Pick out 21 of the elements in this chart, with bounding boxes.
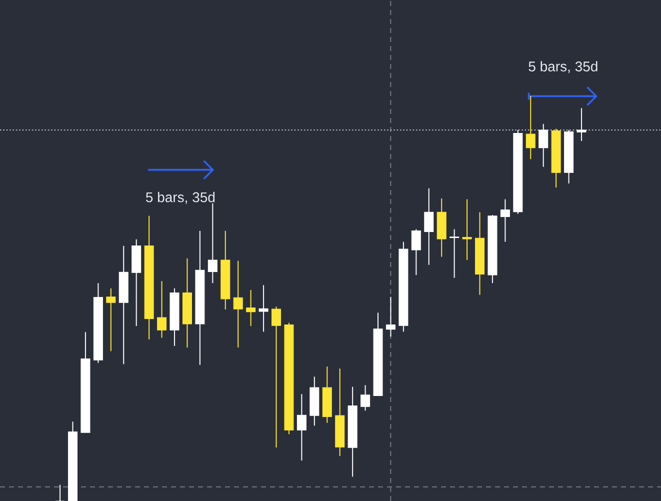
candlestick: [526, 95, 536, 160]
candlestick: [576, 108, 586, 142]
candlestick: [157, 280, 167, 338]
candlestick: [208, 202, 218, 284]
candlestick: [411, 228, 421, 276]
candlestick: [106, 288, 116, 352]
candlestick: [272, 306, 282, 448]
candlestick: [386, 296, 396, 338]
candlestick: [233, 260, 243, 348]
candlestick: [538, 123, 548, 168]
text: 5 bars, 35d: [528, 61, 598, 74]
candlestick: [55, 484, 65, 501]
candlestick: [246, 289, 256, 327]
candlestick: [424, 188, 434, 266]
candlestick: [500, 198, 510, 242]
annotation: 5 bars, 35d: [146, 192, 215, 204]
candlestick: [450, 228, 460, 278]
candlestick: [296, 394, 306, 461]
candlestick: [258, 284, 268, 332]
candlestick: [360, 384, 370, 412]
candlestick: [462, 198, 472, 261]
